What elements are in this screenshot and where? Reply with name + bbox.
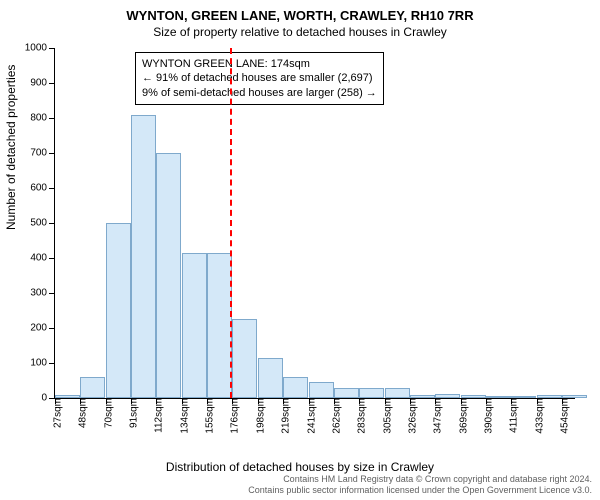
histogram-bar (207, 253, 232, 398)
y-tick-label: 300 (30, 288, 55, 299)
y-tick-label: 600 (30, 183, 55, 194)
x-tick-label: 433sqm (529, 398, 546, 434)
histogram-bar (258, 358, 283, 398)
y-tick-label: 400 (30, 253, 55, 264)
x-tick-label: 219sqm (274, 398, 291, 434)
property-info-box: WYNTON GREEN LANE: 174sqm ← 91% of detac… (135, 52, 384, 105)
x-tick-label: 176sqm (223, 398, 240, 434)
info-box-line2: ← 91% of detached houses are smaller (2,… (142, 71, 377, 85)
y-tick-label: 700 (30, 148, 55, 159)
page-title: WYNTON, GREEN LANE, WORTH, CRAWLEY, RH10… (0, 0, 600, 23)
histogram-bar (385, 388, 410, 399)
histogram-bar (309, 382, 334, 398)
x-tick-label: 390sqm (477, 398, 494, 434)
histogram-bar (486, 396, 511, 398)
histogram-bar (562, 395, 587, 399)
x-tick-label: 27sqm (47, 398, 64, 428)
x-tick-label: 134sqm (174, 398, 191, 434)
footer-line2: Contains public sector information licen… (0, 485, 592, 496)
y-axis-label: Number of detached properties (4, 65, 18, 230)
x-tick-label: 347sqm (426, 398, 443, 434)
reference-line (230, 48, 232, 398)
y-tick-label: 800 (30, 113, 55, 124)
histogram-bar (334, 388, 359, 399)
x-tick-label: 112sqm (147, 398, 164, 433)
histogram-bar (232, 319, 257, 398)
x-axis-label: Distribution of detached houses by size … (0, 460, 600, 474)
y-tick-label: 1000 (25, 43, 55, 54)
y-tick-label: 900 (30, 78, 55, 89)
footer-line1: Contains HM Land Registry data © Crown c… (0, 474, 592, 485)
info-box-line3: 9% of semi-detached houses are larger (2… (142, 86, 377, 100)
histogram-bar (410, 395, 435, 398)
histogram-bar (511, 396, 536, 398)
x-tick-label: 369sqm (453, 398, 470, 434)
histogram-bar (461, 395, 486, 399)
x-tick-label: 70sqm (98, 398, 115, 428)
x-tick-label: 411sqm (502, 398, 519, 433)
histogram-bar (55, 395, 80, 399)
histogram-bar (537, 395, 562, 398)
x-tick-label: 283sqm (350, 398, 367, 434)
histogram-bar (156, 153, 181, 398)
histogram-bar (80, 377, 105, 398)
y-tick-label: 500 (30, 218, 55, 229)
x-tick-label: 155sqm (198, 398, 215, 434)
histogram-bar (435, 394, 460, 398)
x-tick-label: 262sqm (325, 398, 342, 434)
page-subtitle: Size of property relative to detached ho… (0, 23, 600, 39)
x-tick-label: 241sqm (301, 398, 318, 434)
y-tick-label: 100 (30, 358, 55, 369)
histogram-bar (131, 115, 156, 399)
y-tick-label: 200 (30, 323, 55, 334)
info-box-line1: WYNTON GREEN LANE: 174sqm (142, 57, 377, 71)
histogram-bar (182, 253, 207, 398)
histogram-bar (106, 223, 131, 398)
x-tick-label: 454sqm (553, 398, 570, 434)
x-tick-label: 326sqm (401, 398, 418, 434)
x-tick-label: 198sqm (250, 398, 267, 434)
footer-attribution: Contains HM Land Registry data © Crown c… (0, 474, 592, 496)
x-tick-label: 91sqm (122, 398, 139, 428)
chart-plot-area: WYNTON GREEN LANE: 174sqm ← 91% of detac… (54, 48, 575, 399)
histogram-bar (359, 388, 384, 399)
x-tick-label: 48sqm (71, 398, 88, 428)
x-tick-label: 305sqm (377, 398, 394, 434)
histogram-bar (283, 377, 308, 398)
